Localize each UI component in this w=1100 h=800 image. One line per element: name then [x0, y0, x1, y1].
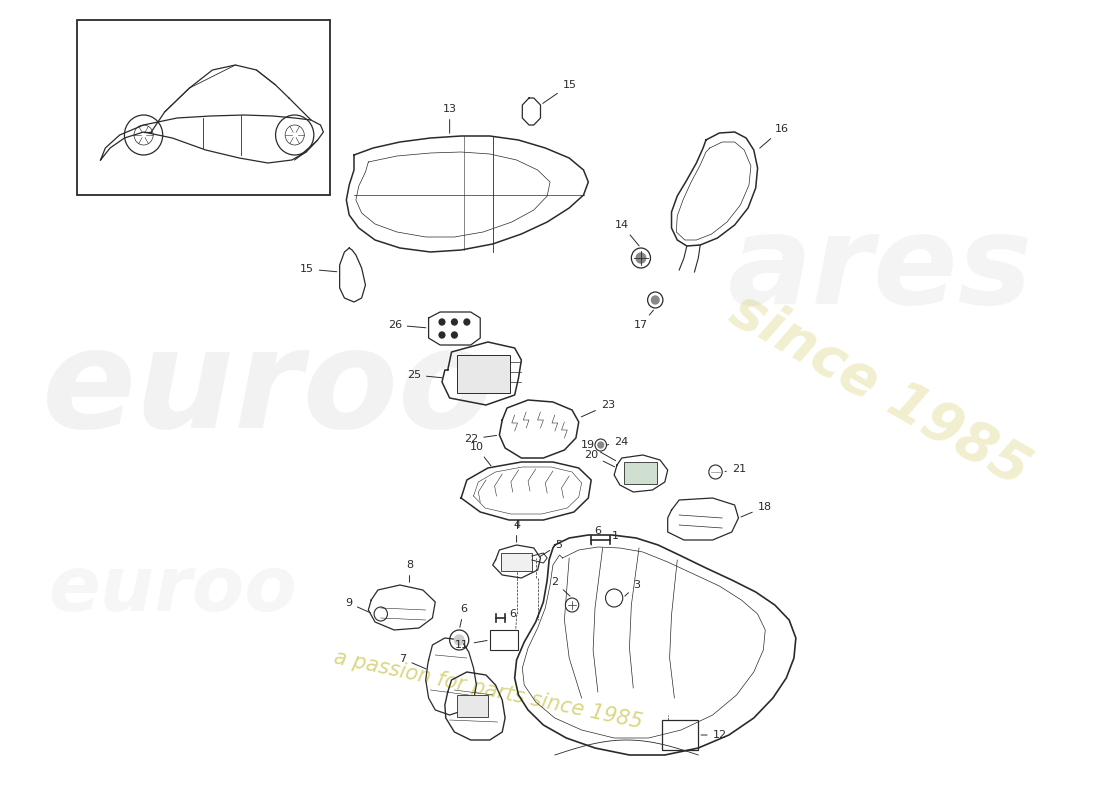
Text: 15: 15	[300, 264, 337, 274]
Text: 21: 21	[725, 464, 746, 474]
Text: 11: 11	[454, 640, 487, 650]
Text: 20: 20	[584, 450, 615, 466]
Text: 16: 16	[760, 124, 789, 148]
Circle shape	[636, 253, 646, 263]
Text: since 1985: since 1985	[722, 282, 1040, 498]
Text: 4: 4	[513, 520, 520, 542]
Bar	[502, 553, 532, 571]
Text: 19: 19	[581, 440, 616, 461]
Text: 6: 6	[594, 526, 602, 536]
Text: 22: 22	[464, 434, 496, 444]
Circle shape	[454, 635, 464, 645]
Text: 18: 18	[741, 502, 772, 517]
Text: 23: 23	[581, 400, 615, 417]
Text: 3: 3	[625, 580, 640, 596]
Text: 6: 6	[460, 604, 467, 627]
Circle shape	[651, 296, 659, 304]
Text: 26: 26	[387, 320, 426, 330]
Text: 14: 14	[615, 220, 639, 246]
Circle shape	[439, 332, 444, 338]
Text: 7: 7	[399, 654, 426, 669]
Text: 9: 9	[345, 598, 371, 613]
Bar	[77, 20, 330, 195]
Text: a passion for parts since 1985: a passion for parts since 1985	[332, 647, 644, 733]
Text: 8: 8	[406, 560, 412, 582]
Bar	[624, 462, 657, 484]
Circle shape	[451, 332, 458, 338]
Bar	[458, 355, 510, 393]
Text: 15: 15	[542, 80, 576, 103]
Circle shape	[464, 319, 470, 325]
Text: euroo: euroo	[42, 322, 494, 458]
Text: 13: 13	[442, 104, 456, 134]
Bar	[662, 720, 698, 750]
Circle shape	[439, 319, 444, 325]
Text: 24: 24	[606, 437, 628, 447]
Circle shape	[451, 319, 458, 325]
Text: 12: 12	[701, 730, 727, 740]
Bar	[458, 695, 488, 717]
Text: 10: 10	[470, 442, 491, 466]
Text: 1: 1	[613, 531, 619, 541]
Bar	[490, 630, 518, 650]
Text: 2: 2	[551, 577, 570, 596]
Text: 17: 17	[634, 310, 653, 330]
Circle shape	[598, 442, 604, 448]
Text: 6: 6	[509, 609, 516, 619]
Text: 5: 5	[540, 540, 562, 557]
Text: ares: ares	[727, 210, 1033, 330]
Text: euroo: euroo	[48, 553, 297, 627]
Text: 25: 25	[407, 370, 442, 380]
